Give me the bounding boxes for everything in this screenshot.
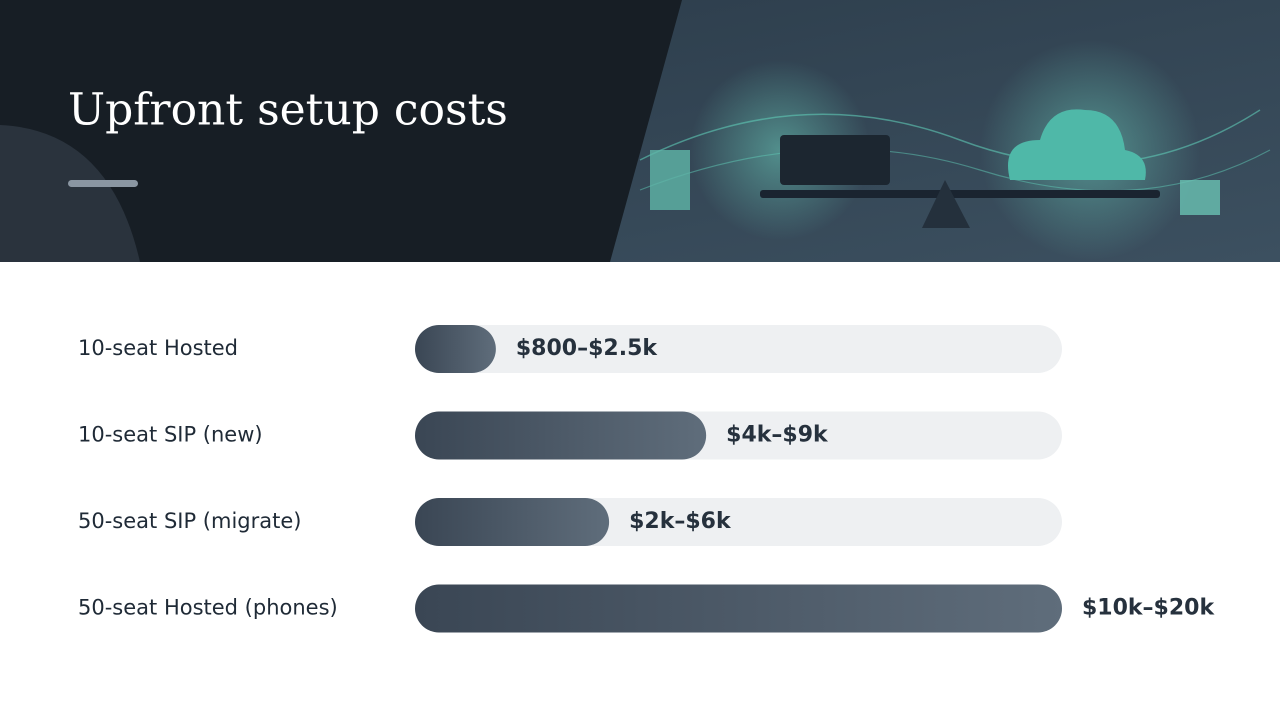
value-label: $800–$2.5k — [516, 336, 659, 361]
scale-beam — [760, 190, 1160, 198]
bar — [415, 584, 1062, 633]
bar — [415, 325, 496, 373]
decor-line — [639, 109, 1261, 165]
plot: 10-seat Hosted $800–$2.5k 10-seat SIP (new… — [78, 325, 1215, 633]
value-label: $2k–$6k — [629, 509, 732, 534]
scale-pivot — [922, 180, 970, 228]
title-panel — [0, 0, 682, 262]
panel-shape — [0, 125, 140, 262]
chart-title: Upfront setup costs — [68, 85, 508, 136]
header: Upfront setup costs — [0, 0, 1280, 262]
category-label: 10-seat Hosted — [78, 336, 238, 360]
hardware — [780, 135, 890, 185]
bar — [415, 411, 707, 460]
bar — [415, 498, 610, 546]
accent-line — [68, 180, 138, 187]
cubes — [650, 150, 690, 210]
value-label: $4k–$9k — [726, 423, 829, 448]
category-label: 50-seat Hosted (phones) — [78, 596, 338, 620]
cubes — [1180, 180, 1220, 215]
bar-track — [415, 325, 1062, 373]
category-label: 10-seat SIP (new) — [78, 423, 263, 447]
cloud — [1008, 109, 1146, 180]
value-label: $10k–$20k — [1082, 596, 1215, 621]
category-label: 50-seat SIP (migrate) — [78, 509, 301, 533]
